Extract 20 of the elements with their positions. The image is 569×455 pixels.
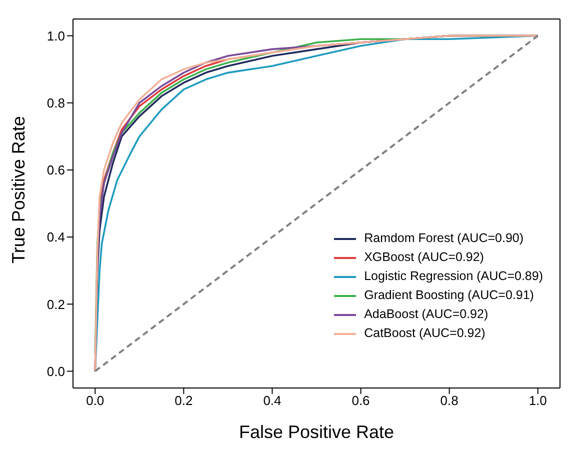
legend-label: CatBoost (AUC=0.92): [364, 325, 486, 342]
x-tick-label: 0.4: [263, 393, 282, 408]
y-tick-label: 0.2: [46, 296, 65, 312]
legend-label: AdaBoost (AUC=0.92): [364, 306, 488, 323]
y-axis-title: True Positive Rate: [8, 116, 28, 264]
y-tick-label: 0.6: [46, 162, 65, 178]
legend-label: Logistic Regression (AUC=0.89): [364, 268, 543, 285]
x-tick-label: 0.0: [86, 393, 104, 408]
legend-label: XGBoost (AUC=0.92): [364, 249, 484, 266]
y-tick-label: 0.8: [46, 95, 65, 110]
x-axis-title: False Positive Rate: [238, 422, 394, 442]
legend-label: Ramdom Forest (AUC=0.90): [364, 230, 524, 247]
x-tick-label: 1.0: [528, 393, 547, 408]
y-tick-label: 1.0: [46, 28, 65, 44]
x-tick-label: 0.2: [174, 393, 193, 408]
x-tick-label: 0.8: [440, 393, 458, 408]
legend-label: Gradient Boosting (AUC=0.91): [364, 287, 534, 304]
y-tick-label: 0.4: [46, 230, 65, 245]
y-tick-label: 0.0: [46, 364, 65, 379]
x-tick-label: 0.6: [352, 393, 370, 408]
